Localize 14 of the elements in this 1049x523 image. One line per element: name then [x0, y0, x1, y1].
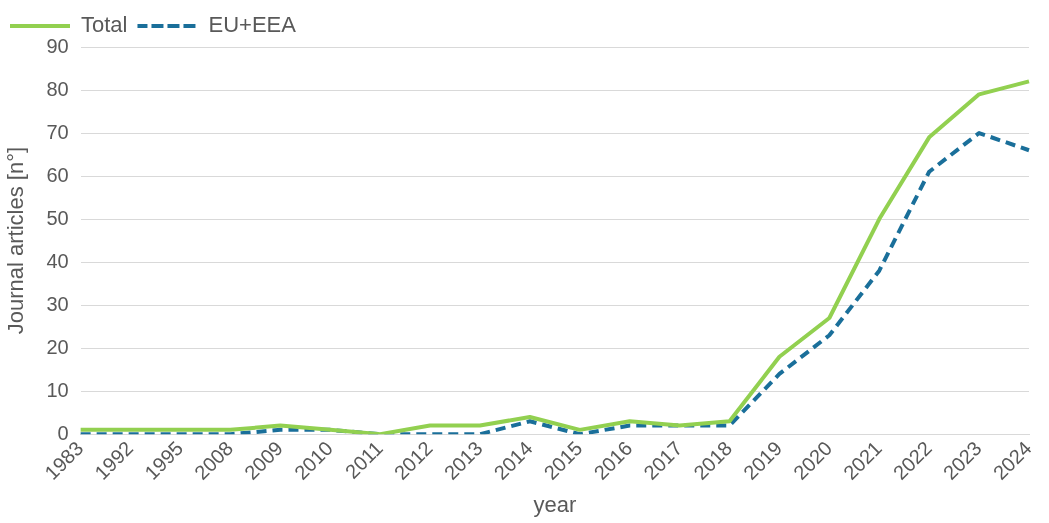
y-tick-label: 90: [46, 34, 69, 57]
y-tick-label: 50: [46, 206, 69, 229]
y-tick-label: 0: [57, 421, 69, 444]
y-tick-label: 10: [46, 378, 69, 401]
y-tick-label: 40: [46, 249, 69, 272]
y-tick-label: 60: [46, 163, 69, 186]
legend-label: Total: [81, 12, 128, 38]
y-tick-label: 80: [46, 77, 69, 100]
y-tick-label: 20: [46, 335, 69, 358]
legend-label: EU+EEA: [208, 12, 297, 38]
y-axis-title: Journal articles [n°]: [3, 146, 29, 335]
y-tick-label: 70: [46, 120, 69, 143]
x-axis-title: year: [533, 491, 577, 517]
y-tick-label: 30: [46, 292, 69, 315]
